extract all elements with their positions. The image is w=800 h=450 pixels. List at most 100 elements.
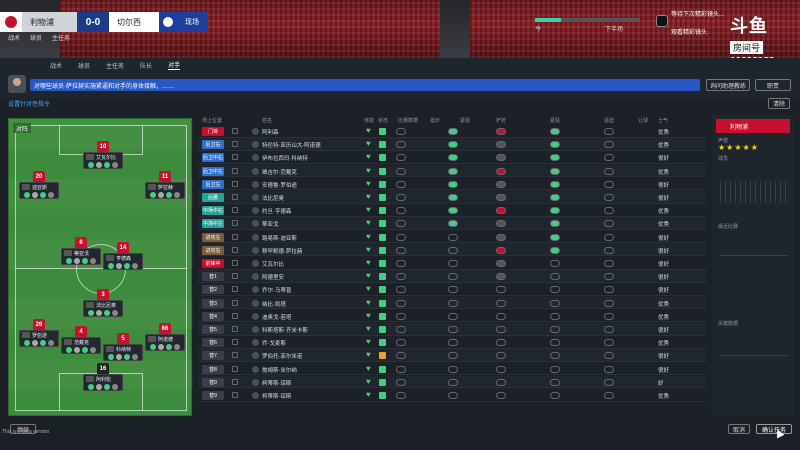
instruction-dropdown[interactable] (604, 246, 614, 254)
instruction-dropdown[interactable] (396, 299, 406, 307)
instruction-dropdown[interactable] (604, 260, 614, 267)
instruction-dropdown[interactable] (448, 273, 458, 281)
col-press[interactable]: 紧逼 (460, 118, 471, 124)
table-row[interactable]: 替4 迪奥戈·若塔 ♥ 优秀 (198, 310, 706, 323)
instruction-dropdown[interactable] (496, 365, 506, 373)
instruction-dropdown[interactable] (448, 207, 458, 215)
row-checkbox[interactable] (232, 141, 238, 148)
instruction-dropdown[interactable] (396, 339, 406, 347)
instruction-dropdown[interactable] (550, 286, 560, 294)
table-row[interactable]: 进攻左 路易斯·迪亚斯 ♥ 很好 (198, 231, 706, 244)
instruction-dropdown[interactable] (496, 141, 506, 149)
instruction-dropdown[interactable] (448, 365, 458, 373)
instruction-dropdown[interactable] (550, 207, 560, 215)
instruction-dropdown[interactable] (448, 233, 458, 241)
table-row[interactable]: 替8 詹姆斯·米尔纳 ♥ 很好 (198, 363, 706, 376)
instruction-dropdown[interactable] (604, 339, 614, 347)
col-fitness[interactable]: 体能 (364, 118, 375, 124)
col-instructions[interactable]: 指示 (430, 118, 441, 124)
instruction-dropdown[interactable] (396, 141, 406, 149)
tab-players[interactable]: 球员 (78, 63, 91, 70)
col-position[interactable]: 场上位置 (202, 118, 223, 124)
col-tackle[interactable]: 铲抢 (496, 118, 507, 124)
pitch-player[interactable]: 4 范戴克 (61, 326, 101, 362)
row-checkbox[interactable] (232, 299, 238, 306)
row-checkbox[interactable] (232, 167, 238, 174)
pitch-player[interactable]: 66 阿诺德 (145, 323, 185, 359)
instruction-dropdown[interactable] (448, 378, 458, 386)
instruction-dropdown[interactable] (550, 312, 560, 320)
pitch-player[interactable]: 3 法比尼奥 (83, 289, 123, 325)
table-row[interactable]: 进攻右 穆罕默德·萨拉赫 ♥ 很好 (198, 243, 706, 257)
top-nav-item[interactable]: 主任务 (52, 35, 71, 42)
instruction-dropdown[interactable] (550, 154, 560, 162)
instruction-dropdown[interactable] (604, 180, 614, 188)
table-row[interactable]: 替5 科斯塔斯·齐米卡斯 ♥ 很好 (198, 323, 706, 336)
table-row[interactable]: 后卫左 安德鲁·罗伯逊 ♥ 很好 (198, 178, 706, 191)
instruction-dropdown[interactable] (448, 220, 458, 228)
table-row[interactable]: 替9 柯蒂斯·琼斯 ♥ 优秀 (198, 389, 706, 402)
row-checkbox[interactable] (232, 154, 238, 161)
table-row[interactable]: 替3 纳比·凯塔 ♥ 优秀 (198, 296, 706, 310)
table-row[interactable]: 后卫中右 伊布拉西玛·科纳特 ♥ 很好 (198, 151, 706, 164)
instruction-dropdown[interactable] (448, 180, 458, 188)
row-checkbox[interactable] (232, 128, 238, 134)
instruction-dropdown[interactable] (396, 246, 406, 254)
instruction-dropdown[interactable] (550, 246, 560, 254)
instruction-dropdown[interactable] (448, 154, 458, 162)
instruction-dropdown[interactable] (604, 167, 614, 175)
col-show[interactable]: 让球 (638, 118, 649, 124)
instruction-dropdown[interactable] (496, 207, 506, 215)
instruction-dropdown[interactable] (448, 260, 458, 267)
instruction-dropdown[interactable] (396, 154, 406, 162)
instruction-dropdown[interactable] (550, 339, 560, 347)
row-checkbox[interactable] (232, 312, 238, 319)
instruction-dropdown[interactable] (396, 194, 406, 201)
table-row[interactable]: 前锋中 艾瓦尔比 ♥ 很好 (198, 257, 706, 270)
instruction-dropdown[interactable] (496, 352, 506, 360)
instruction-dropdown[interactable] (550, 141, 560, 149)
instruction-dropdown[interactable] (550, 128, 560, 135)
pitch-player[interactable]: 6 蒂亚戈 (61, 237, 101, 273)
table-row[interactable]: 后卫右 特伦特·亚历山大-阿诺德 ♥ 优秀 (198, 138, 706, 151)
row-checkbox[interactable] (232, 339, 238, 346)
instruction-dropdown[interactable] (448, 246, 458, 254)
instruction-dropdown[interactable] (550, 167, 560, 175)
instruction-dropdown[interactable] (496, 378, 506, 386)
instruction-dropdown[interactable] (604, 141, 614, 149)
instruction-dropdown[interactable] (604, 352, 614, 360)
instruction-dropdown[interactable] (396, 128, 406, 135)
instruction-dropdown[interactable] (396, 352, 406, 360)
instruction-dropdown[interactable] (604, 286, 614, 294)
instruction-dropdown[interactable] (496, 233, 506, 241)
instruction-dropdown[interactable] (396, 365, 406, 373)
table-row[interactable]: 后卫中左 维吉尔·范戴克 ♥ 优秀 (198, 164, 706, 178)
instruction-dropdown[interactable] (448, 352, 458, 360)
instruction-dropdown[interactable] (448, 339, 458, 347)
row-checkbox[interactable] (232, 352, 238, 359)
instruction-dropdown[interactable] (496, 246, 506, 254)
instruction-dropdown[interactable] (604, 154, 614, 162)
instruction-dropdown[interactable] (496, 220, 506, 228)
instruction-dropdown[interactable] (604, 392, 614, 399)
instruction-dropdown[interactable] (550, 378, 560, 386)
col-morale[interactable]: 士气 (658, 118, 669, 124)
instruction-dropdown[interactable] (396, 260, 406, 267)
col-name[interactable]: 姓名 (262, 118, 273, 124)
row-checkbox[interactable] (232, 392, 238, 398)
instruction-dropdown[interactable] (396, 220, 406, 228)
top-nav-item[interactable]: 球员 (30, 35, 43, 42)
instruction-dropdown[interactable] (396, 273, 406, 281)
instruction-dropdown[interactable] (604, 128, 614, 135)
instruction-dropdown[interactable] (604, 207, 614, 215)
instruction-dropdown[interactable] (550, 299, 560, 307)
row-checkbox[interactable] (232, 286, 238, 293)
instruction-dropdown[interactable] (496, 180, 506, 188)
instruction-dropdown[interactable] (396, 326, 406, 333)
pitch-player[interactable]: 10 艾瓦尔比 (83, 141, 123, 177)
row-checkbox[interactable] (232, 246, 238, 253)
instruction-dropdown[interactable] (550, 365, 560, 373)
col-stats[interactable]: 比赛数据 (398, 118, 419, 124)
pitch-player[interactable]: 26 罗伯逊 (19, 319, 59, 355)
instruction-dropdown[interactable] (496, 154, 506, 162)
